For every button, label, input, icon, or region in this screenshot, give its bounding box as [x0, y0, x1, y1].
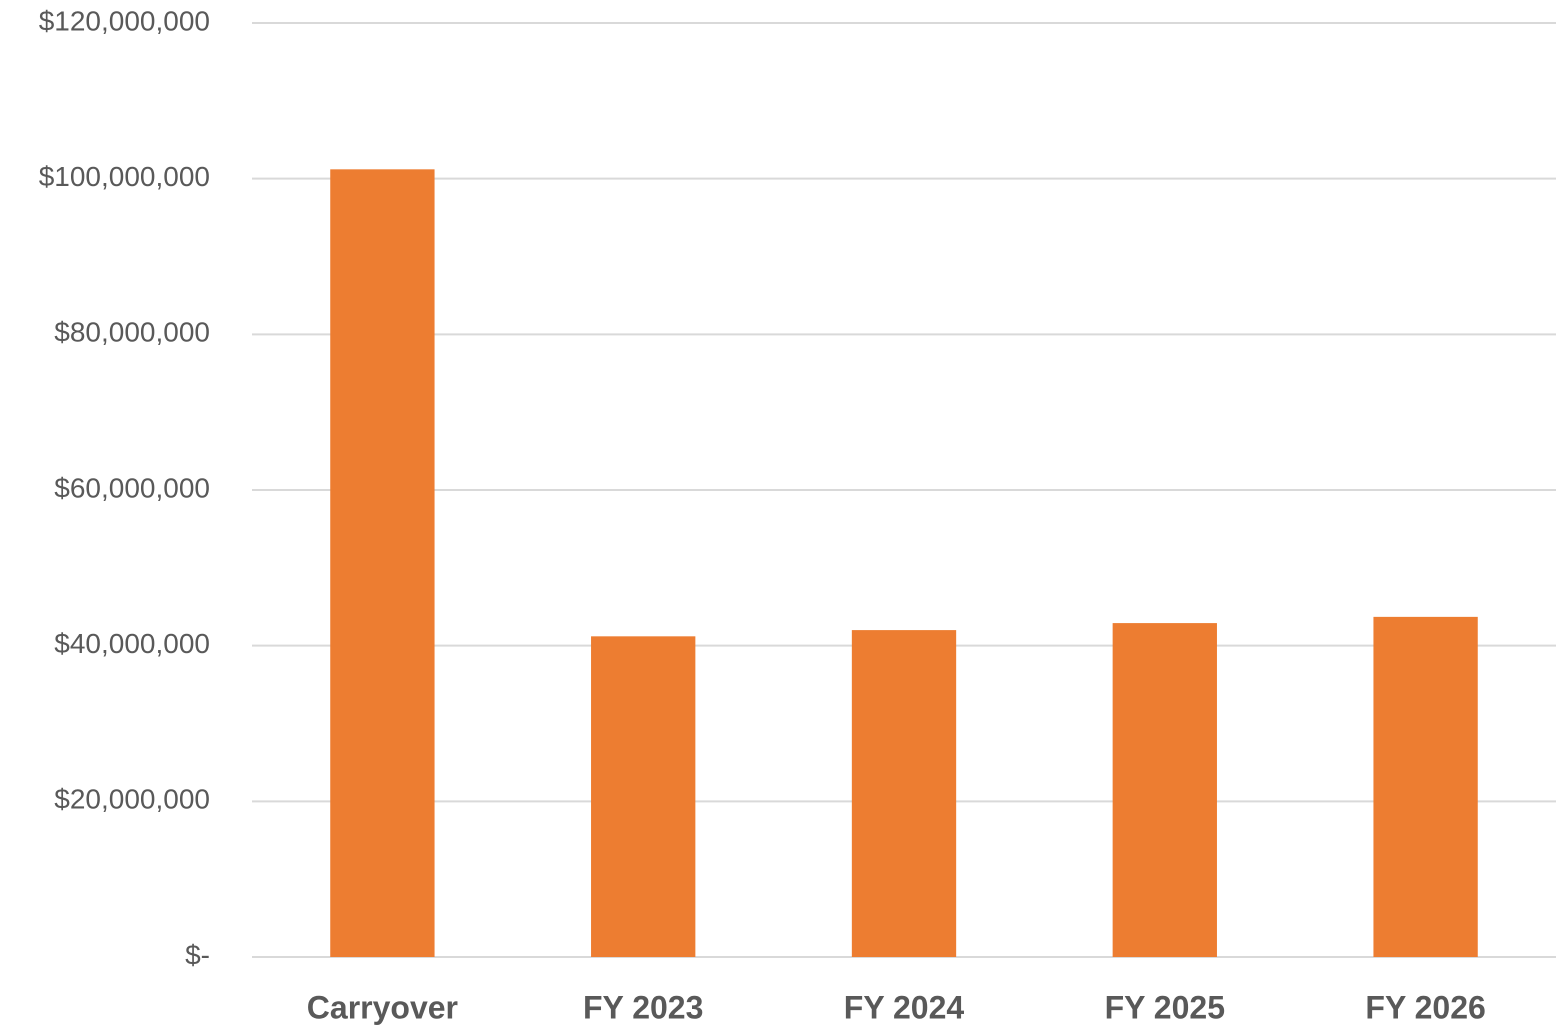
x-tick-label: FY 2026 [1365, 989, 1485, 1025]
bar [591, 636, 696, 957]
y-tick-label: $100,000,000 [39, 161, 210, 192]
bar [1373, 616, 1478, 957]
y-tick-label: $120,000,000 [39, 5, 210, 36]
y-tick-label: $80,000,000 [54, 317, 210, 348]
y-tick-label: $20,000,000 [54, 784, 210, 815]
x-tick-label: FY 2023 [583, 989, 703, 1025]
y-tick-label: $40,000,000 [54, 628, 210, 659]
bar [330, 169, 435, 957]
y-tick-label: $60,000,000 [54, 472, 210, 503]
x-tick-label: FY 2024 [844, 989, 965, 1025]
bar [851, 630, 957, 957]
x-tick-label: FY 2025 [1105, 989, 1225, 1025]
x-tick-label: Carryover [307, 989, 458, 1025]
y-tick-label: $- [185, 939, 210, 970]
bar [1112, 623, 1217, 957]
